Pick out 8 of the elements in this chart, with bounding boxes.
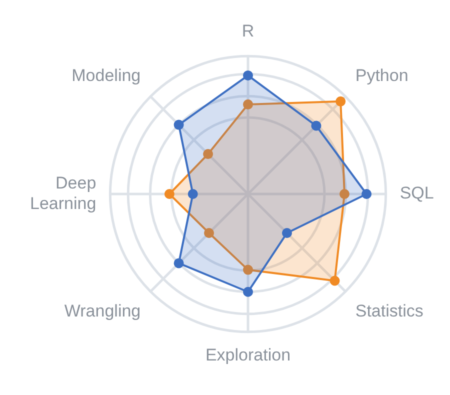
spoke-label: Wrangling <box>64 301 141 320</box>
spoke-label: Deep Learning <box>30 173 96 213</box>
spoke-label: Statistics <box>355 301 424 320</box>
spoke-label: R <box>242 22 254 41</box>
spoke-label: Exploration <box>205 346 291 365</box>
spoke-label: Modeling <box>72 66 141 86</box>
spoke-label: SQL <box>400 184 434 203</box>
spoke-label: Python <box>355 66 408 86</box>
